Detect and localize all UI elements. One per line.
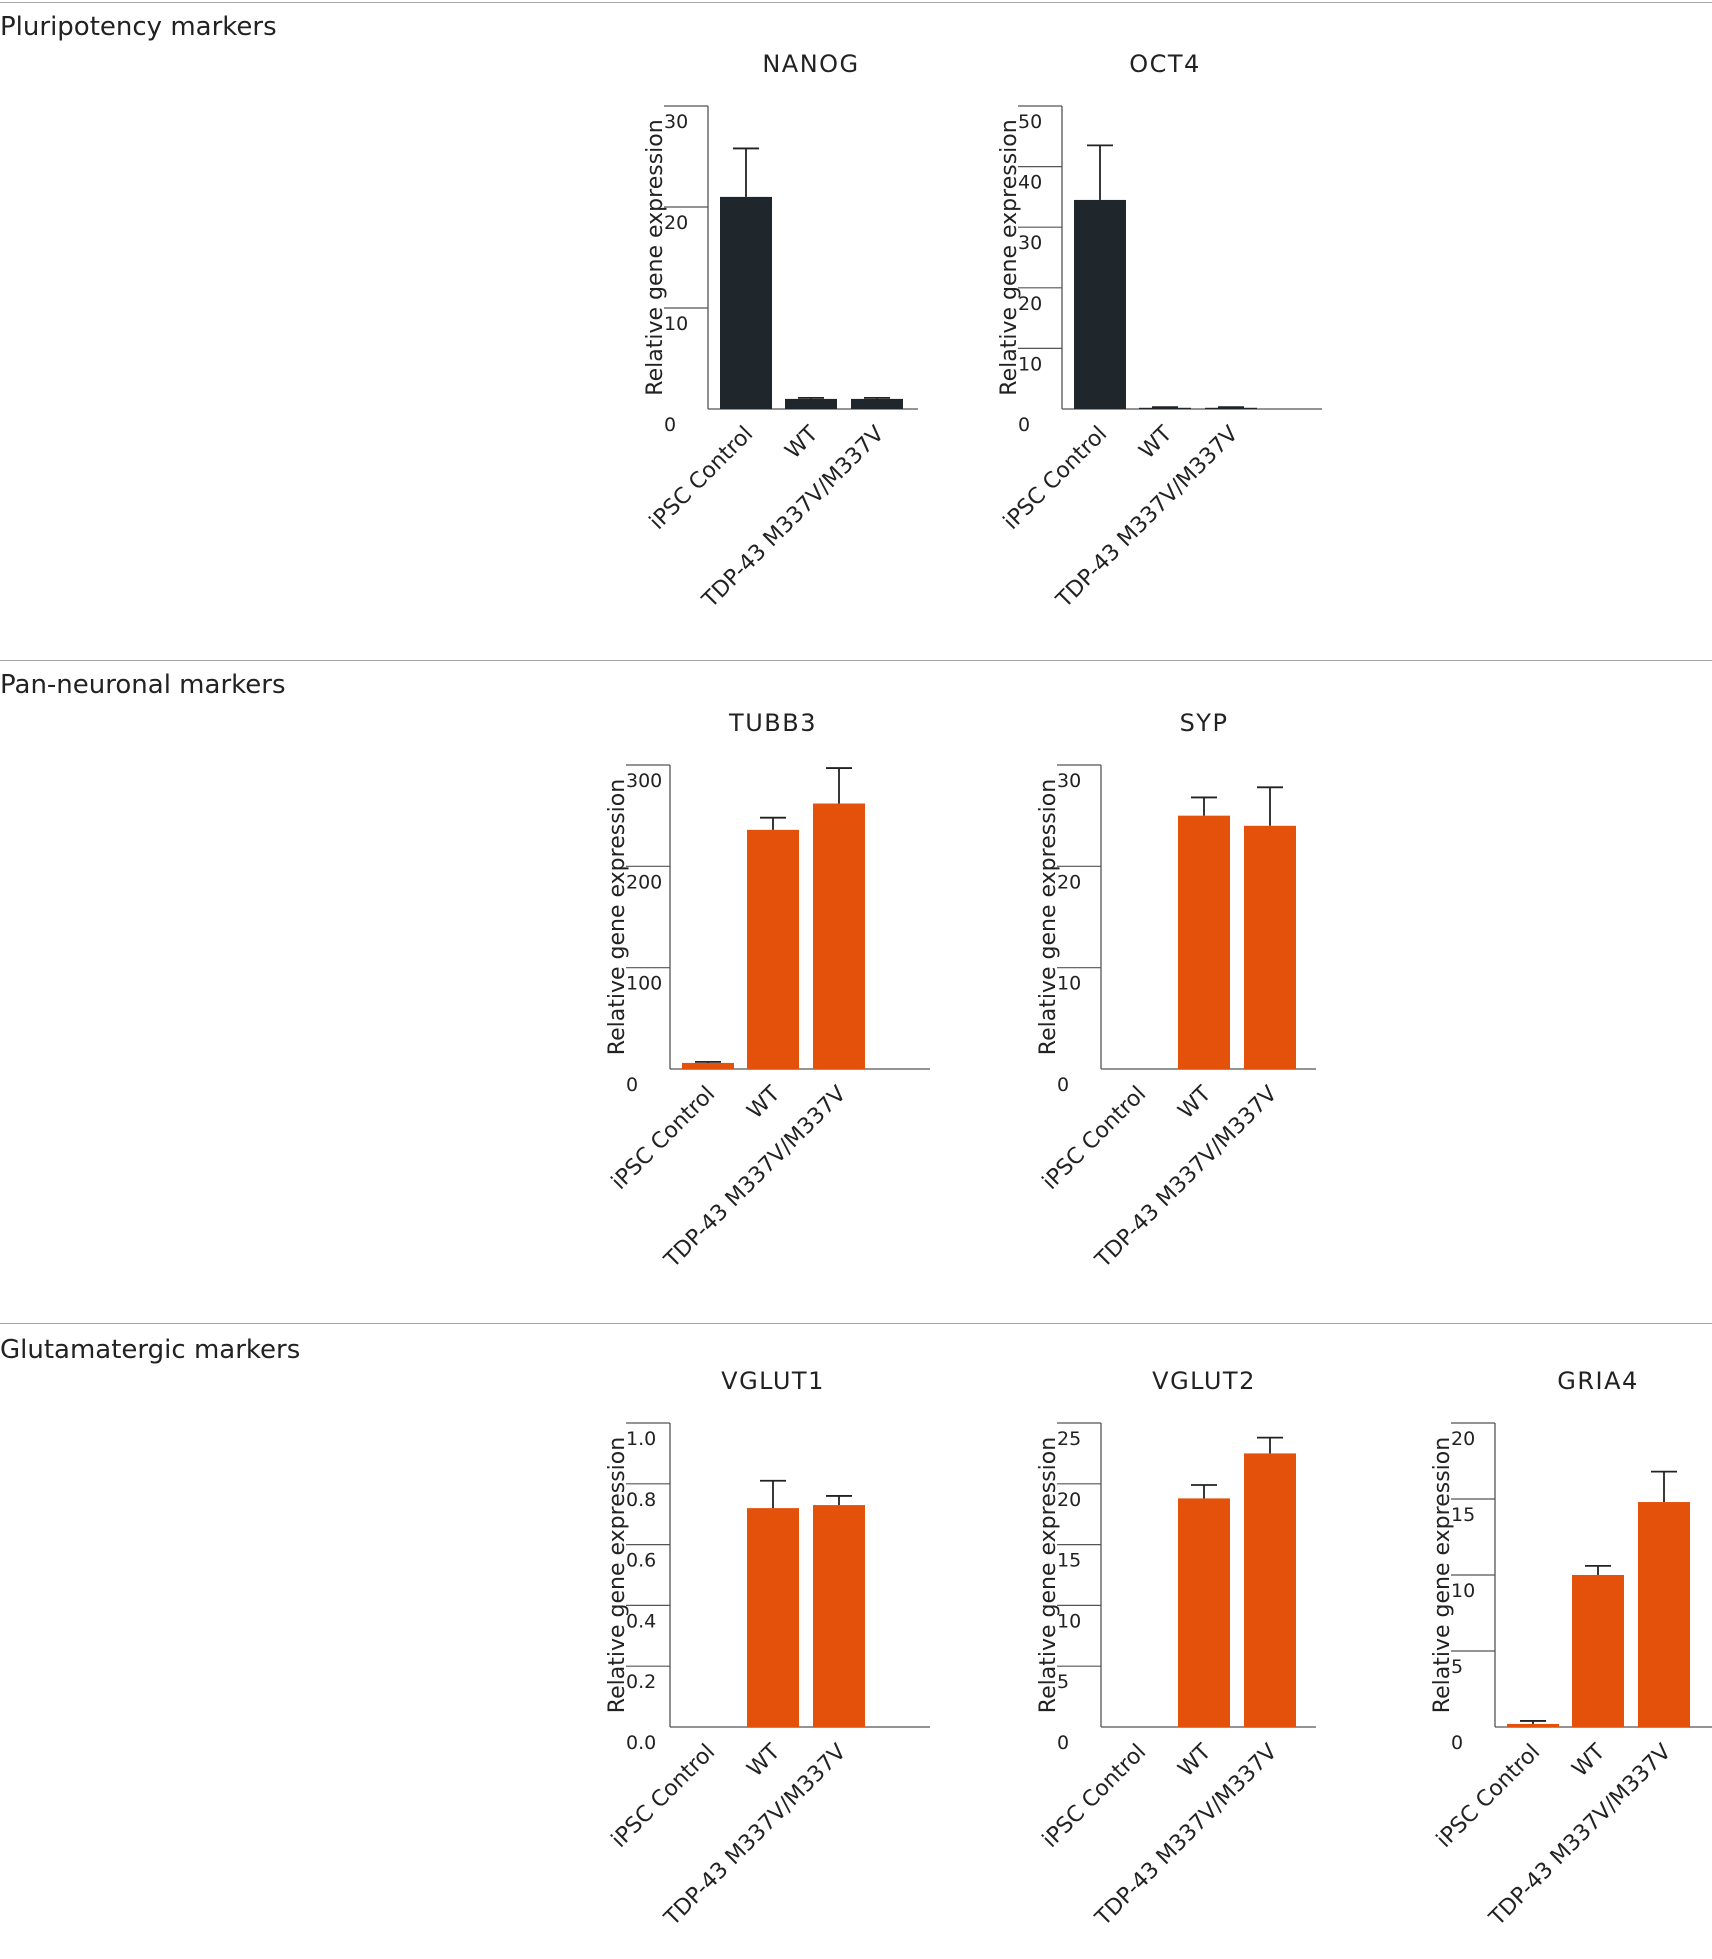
x-tick-label: WT — [1568, 1739, 1611, 1782]
chart-vglut1: VGLUT1 Relative gene expression 0.0 0.2 0.4 0… — [605, 1367, 930, 1932]
bar — [1178, 1498, 1230, 1727]
chart-title: VGLUT2 — [1152, 1367, 1256, 1395]
section-title: Pan-neuronal markers — [0, 670, 286, 700]
bar — [1244, 1453, 1296, 1727]
section-title: Glutamatergic markers — [0, 1335, 301, 1365]
y-tick-label: 0 — [1057, 1732, 1069, 1754]
y-tick-label: 15 — [1057, 1550, 1081, 1572]
x-tick-label: WT — [743, 1739, 786, 1782]
bar — [1205, 407, 1257, 409]
bar — [785, 398, 837, 409]
chart-title: TUBB3 — [728, 709, 817, 737]
x-tick-label: iPSC Control — [999, 422, 1112, 535]
y-tick-label: 0 — [1018, 414, 1030, 436]
bar — [1244, 825, 1296, 1069]
y-tick-label: 20 — [1018, 293, 1042, 315]
bar — [720, 196, 772, 409]
x-tick-label: iPSC Control — [1038, 1740, 1151, 1853]
y-tick-label: 20 — [1451, 1428, 1475, 1450]
y-tick-label: 15 — [1451, 1504, 1475, 1526]
y-axis-label: Relative gene expression — [997, 119, 1022, 395]
y-tick-label: 0.2 — [626, 1671, 656, 1693]
y-tick-label: 30 — [1018, 232, 1042, 254]
bar — [1074, 199, 1126, 409]
y-tick-label: 200 — [626, 871, 662, 893]
y-tick-label: 10 — [1018, 353, 1042, 375]
y-tick-label: 5 — [1057, 1671, 1069, 1693]
chart-gria4: GRIA4 Relative gene expression 0 5 10 15 20 iPS… — [1430, 1367, 1712, 1932]
y-axis-label: Relative gene expression — [1036, 1437, 1061, 1713]
chart-nanog: NANOG Relative gene expression 0 10 20 30 iPSC… — [643, 50, 918, 614]
y-tick-label: 10 — [1451, 1580, 1475, 1602]
chart-oct4: OCT4 Relative gene expression 0 10 20 30 40 50 i… — [997, 50, 1322, 614]
y-tick-label: 20 — [1057, 871, 1081, 893]
section-divider — [0, 2, 1712, 3]
y-tick-label: 30 — [664, 111, 688, 133]
chart-title: OCT4 — [1129, 50, 1201, 78]
y-axis-label: Relative gene expression — [643, 119, 668, 395]
chart-title: SYP — [1180, 709, 1229, 737]
chart-title: GRIA4 — [1557, 1367, 1639, 1395]
y-tick-label: 0.4 — [626, 1610, 656, 1632]
y-tick-label: 0 — [1057, 1074, 1069, 1096]
section-title: Pluripotency markers — [0, 12, 277, 42]
y-tick-label: 300 — [626, 770, 662, 792]
bar — [747, 829, 799, 1069]
bar — [851, 398, 903, 409]
y-tick-label: 0 — [626, 1074, 638, 1096]
x-tick-label: WT — [1174, 1081, 1217, 1124]
y-tick-label: 5 — [1451, 1656, 1463, 1678]
y-tick-label: 25 — [1057, 1428, 1081, 1450]
bar — [1572, 1575, 1624, 1727]
section-divider — [0, 1323, 1712, 1324]
x-tick-label: iPSC Control — [645, 422, 758, 535]
x-tick-label: iPSC Control — [607, 1082, 720, 1195]
x-tick-label: WT — [781, 421, 824, 464]
y-tick-label: 50 — [1018, 111, 1042, 133]
chart-title: VGLUT1 — [721, 1367, 825, 1395]
y-axis-label: Relative gene expression — [1036, 779, 1061, 1055]
y-tick-label: 10 — [664, 313, 688, 335]
bar — [1638, 1502, 1690, 1727]
y-tick-label: 0 — [664, 414, 676, 436]
bar — [747, 1508, 799, 1727]
section-divider — [0, 660, 1712, 661]
y-tick-label: 10 — [1057, 973, 1081, 995]
bar — [1178, 815, 1230, 1069]
y-tick-label: 10 — [1057, 1610, 1081, 1632]
y-axis-label: Relative gene expression — [1430, 1437, 1455, 1713]
x-tick-label: iPSC Control — [1432, 1740, 1545, 1853]
x-tick-label: WT — [1135, 421, 1178, 464]
x-tick-label: iPSC Control — [607, 1740, 720, 1853]
y-tick-label: 0.8 — [626, 1489, 656, 1511]
chart-vglut2: VGLUT2 Relative gene expression 0 5 10 15 20 25… — [1036, 1367, 1316, 1932]
y-tick-label: 20 — [664, 212, 688, 234]
bar — [1139, 407, 1191, 409]
bar — [813, 1505, 865, 1727]
y-axis-label: Relative gene expression — [605, 779, 630, 1055]
bar — [813, 803, 865, 1069]
chart-title: NANOG — [762, 50, 859, 78]
x-tick-label: WT — [1174, 1739, 1217, 1782]
y-tick-label: 40 — [1018, 172, 1042, 194]
y-tick-label: 0 — [1451, 1732, 1463, 1754]
y-tick-label: 0.0 — [626, 1732, 656, 1754]
y-tick-label: 30 — [1057, 770, 1081, 792]
y-tick-label: 1.0 — [626, 1428, 656, 1450]
y-tick-label: 20 — [1057, 1489, 1081, 1511]
x-tick-label: iPSC Control — [1038, 1082, 1151, 1195]
y-tick-label: 0.6 — [626, 1550, 656, 1572]
chart-syp: SYP Relative gene expression 0 10 20 30 iPSC C… — [1036, 709, 1316, 1274]
chart-tubb3: TUBB3 Relative gene expression 0 100 200 300 i… — [605, 709, 930, 1274]
bar — [682, 1062, 734, 1069]
y-tick-label: 100 — [626, 973, 662, 995]
bar — [1507, 1723, 1559, 1727]
y-axis-label: Relative gene expression — [605, 1437, 630, 1713]
x-tick-label: WT — [743, 1081, 786, 1124]
